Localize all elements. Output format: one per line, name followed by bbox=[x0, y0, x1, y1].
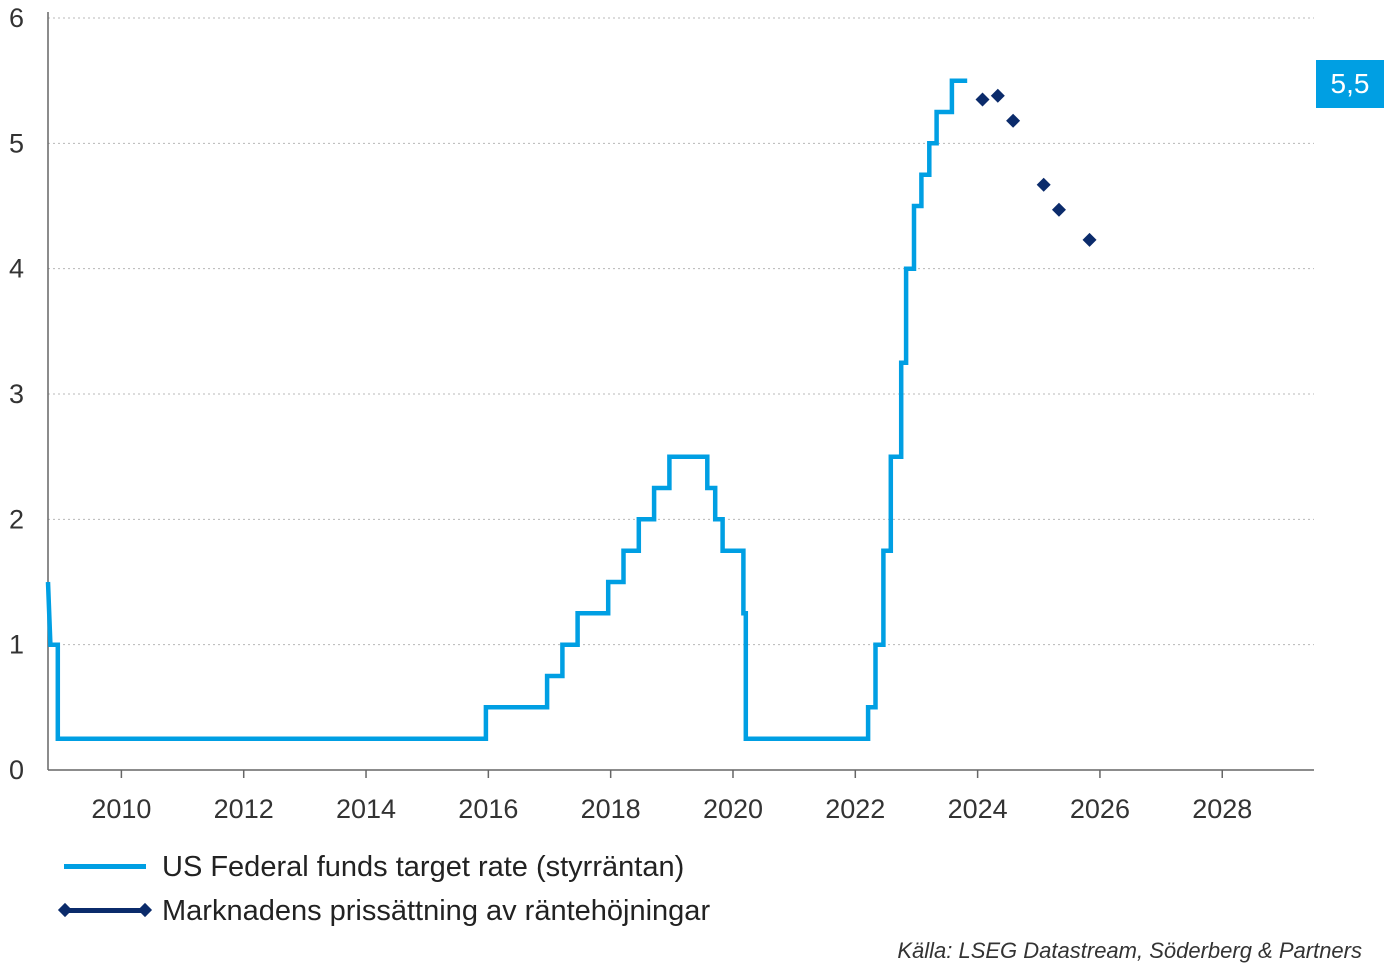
legend-label-fed-rate: US Federal funds target rate (styrräntan… bbox=[162, 850, 685, 883]
legend-diamond-left-icon bbox=[57, 902, 73, 918]
x-tick-label: 2016 bbox=[458, 794, 518, 824]
x-tick-label: 2022 bbox=[825, 794, 885, 824]
legend-diamond-right-icon bbox=[137, 902, 153, 918]
y-axis-ticks: 0 1 2 3 4 5 6 bbox=[9, 3, 24, 785]
legend-item-market-pricing: Marknadens prissättning av räntehöjninga… bbox=[57, 889, 711, 933]
y-tick-label: 1 bbox=[9, 630, 24, 660]
x-tick-label: 2026 bbox=[1070, 794, 1130, 824]
legend-label-market-pricing: Marknadens prissättning av räntehöjninga… bbox=[162, 894, 711, 927]
series-layer bbox=[45, 78, 1097, 741]
market-pricing-marker bbox=[975, 92, 990, 107]
y-tick-label: 3 bbox=[9, 379, 24, 409]
source-note: Källa: LSEG Datastream, Söderberg & Part… bbox=[897, 938, 1362, 963]
market-pricing-marker bbox=[990, 88, 1005, 103]
x-tick-label: 2014 bbox=[336, 794, 396, 824]
x-axis-ticks: 2010 2012 2014 2016 2018 2020 2022 2024 2026 2028 bbox=[91, 770, 1252, 824]
x-tick-label: 2018 bbox=[581, 794, 641, 824]
y-tick-label: 6 bbox=[9, 3, 24, 33]
x-tick-label: 2010 bbox=[91, 794, 151, 824]
axes bbox=[47, 12, 1314, 771]
y-tick-label: 5 bbox=[9, 128, 24, 158]
legend-item-fed-rate: US Federal funds target rate (styrräntan… bbox=[60, 845, 710, 889]
market-pricing-marker bbox=[1006, 113, 1021, 128]
x-tick-label: 2020 bbox=[703, 794, 763, 824]
y-tick-label: 4 bbox=[9, 254, 24, 284]
y-tick-label: 0 bbox=[9, 755, 24, 785]
market-pricing-marker bbox=[1036, 177, 1051, 192]
legend-swatch-line bbox=[60, 845, 150, 889]
x-tick-label: 2028 bbox=[1192, 794, 1252, 824]
last-value-label: 5,5 bbox=[1330, 68, 1370, 99]
grid-lines bbox=[48, 17, 1314, 646]
market-pricing-marker bbox=[1082, 232, 1097, 247]
series-line-fed-rate bbox=[45, 78, 968, 741]
last-value-badge: 5,5 bbox=[1316, 60, 1384, 108]
x-tick-label: 2024 bbox=[948, 794, 1008, 824]
market-pricing-marker bbox=[1051, 202, 1066, 217]
legend: US Federal funds target rate (styrräntan… bbox=[57, 845, 711, 933]
legend-swatch-markers bbox=[57, 889, 153, 933]
x-tick-label: 2012 bbox=[214, 794, 274, 824]
y-tick-label: 2 bbox=[9, 504, 24, 534]
